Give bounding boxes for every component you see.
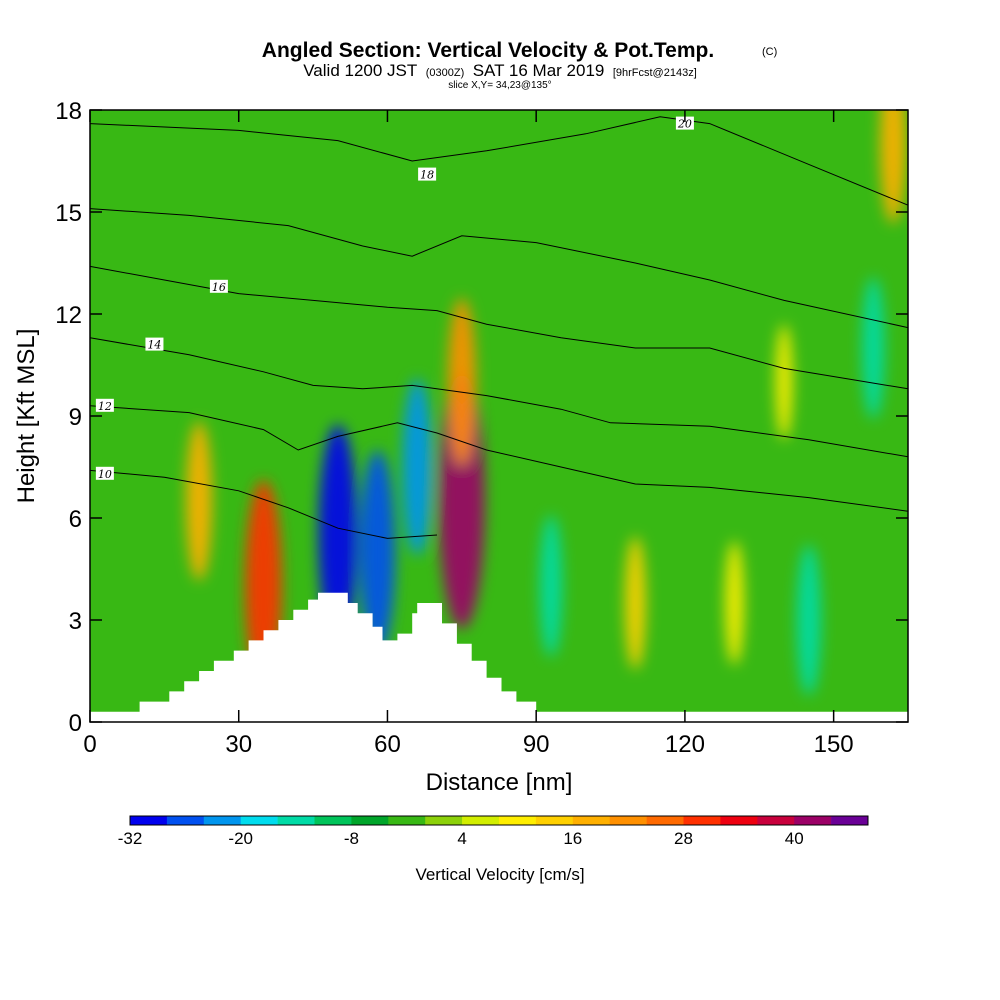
x-tick-label-60: 60 (374, 731, 401, 758)
y-tick-label-3: 3 (69, 608, 82, 635)
plot-area: 10 12 14 16 18 20 (90, 110, 908, 722)
x-tick-label-0: 0 (83, 731, 96, 758)
velocity-feature-8 (624, 536, 646, 670)
colorbar: -32 -20 -8 4 16 28 40 (118, 815, 869, 848)
velocity-feature-12 (775, 324, 793, 440)
plot-background (90, 110, 908, 722)
colorbar-swatch-3 (240, 816, 278, 825)
colorbar-tick-2: -8 (344, 829, 359, 848)
colorbar-swatch-16 (720, 816, 758, 825)
colorbar-tick-6: 40 (785, 829, 804, 848)
colorbar-tick-0: -32 (118, 829, 143, 848)
x-tick-label-120: 120 (665, 731, 705, 758)
theta-contour-10 (90, 469, 438, 539)
theta-contour-14 (90, 337, 908, 458)
y-tick-label-0: 0 (69, 710, 82, 737)
velocity-feature-7 (539, 515, 563, 657)
colorbar-swatch-7 (388, 816, 426, 825)
colorbar-swatch-8 (425, 816, 463, 825)
colorbar-swatch-9 (462, 816, 500, 825)
y-tick-label-9: 9 (69, 404, 82, 431)
terrain-polygon (90, 592, 908, 722)
contour-label-bg-0 (95, 466, 114, 480)
colorbar-frame (129, 815, 869, 826)
contour-label-3: 16 (212, 281, 226, 294)
colorbar-swatch-13 (609, 816, 647, 825)
colorbar-swatch-0 (130, 816, 168, 825)
theta-contour-12 (90, 405, 908, 512)
y-tick-label-12: 12 (55, 302, 82, 329)
contour-label-0: 10 (98, 468, 112, 481)
velocity-feature-2 (402, 378, 433, 556)
y-tick-label-15: 15 (55, 200, 82, 227)
colorbar-tick-1: -20 (228, 829, 253, 848)
contour-label-5: 20 (677, 118, 692, 131)
colorbar-tick-3: 4 (457, 829, 466, 848)
colorbar-swatch-19 (831, 816, 869, 825)
y-tick-label-18: 18 (55, 98, 82, 125)
x-tick-label-150: 150 (814, 731, 854, 758)
velocity-feature-0 (318, 424, 358, 646)
velocity-feature-4 (447, 298, 476, 466)
contour-label-bg-4 (418, 167, 437, 181)
colorbar-swatch-6 (351, 816, 389, 825)
contour-label-bg-5 (675, 116, 694, 130)
colorbar-swatch-15 (683, 816, 721, 825)
x-tick-label-90: 90 (523, 731, 550, 758)
terrain (90, 592, 908, 722)
theta-contour-20 (90, 116, 908, 206)
contour-label-bg-3 (209, 279, 228, 293)
colorbar-swatch-4 (277, 816, 315, 825)
velocity-feature-10 (796, 544, 822, 696)
chart-title: Angled Section: Vertical Velocity & Pot.… (262, 39, 714, 62)
axes: 0 30 60 90 120 150 0 3 6 9 12 15 18 (55, 98, 908, 758)
theta-contour-18 (90, 208, 908, 329)
y-tick-label-6: 6 (69, 506, 82, 533)
velocity-feature-13 (861, 277, 885, 419)
contour-label-2: 14 (147, 339, 161, 352)
slice-label: slice X,Y= 34,23@135° (448, 80, 551, 91)
colorbar-label: Vertical Velocity [cm/s] (415, 865, 584, 884)
colorbar-swatch-17 (757, 816, 795, 825)
x-axis-label: Distance [nm] (426, 769, 573, 796)
velocity-feature-9 (724, 541, 744, 665)
colorbar-tick-5: 28 (674, 829, 693, 848)
contour-label-4: 18 (420, 169, 434, 182)
contour-label-bg-2 (145, 337, 164, 351)
colorbar-tick-4: 16 (563, 829, 582, 848)
colorbar-swatch-18 (794, 816, 832, 825)
title-mark: (C) (762, 46, 777, 58)
colorbar-swatch-10 (499, 816, 537, 825)
colorbar-swatch-2 (203, 816, 241, 825)
chart-subtitle: Valid 1200 JST (0300Z) SAT 16 Mar 2019 [… (303, 61, 697, 80)
colorbar-swatch-11 (535, 816, 574, 825)
velocity-feature-1 (359, 450, 396, 654)
contour-label-bg-1 (95, 398, 114, 412)
x-tick-label-30: 30 (225, 731, 252, 758)
contour-label-1: 12 (98, 400, 112, 413)
velocity-feature-3 (438, 373, 485, 629)
theta-contour-labels: 10 12 14 16 18 20 (95, 116, 694, 481)
colorbar-swatch-1 (166, 816, 205, 825)
y-axis-label: Height [Kft MSL] (13, 329, 40, 504)
velocity-feature-11 (880, 110, 907, 224)
velocity-feature-6 (185, 421, 213, 581)
colorbar-swatch-14 (646, 816, 684, 825)
colorbar-swatch-5 (314, 816, 352, 825)
colorbar-swatch-12 (572, 816, 610, 825)
